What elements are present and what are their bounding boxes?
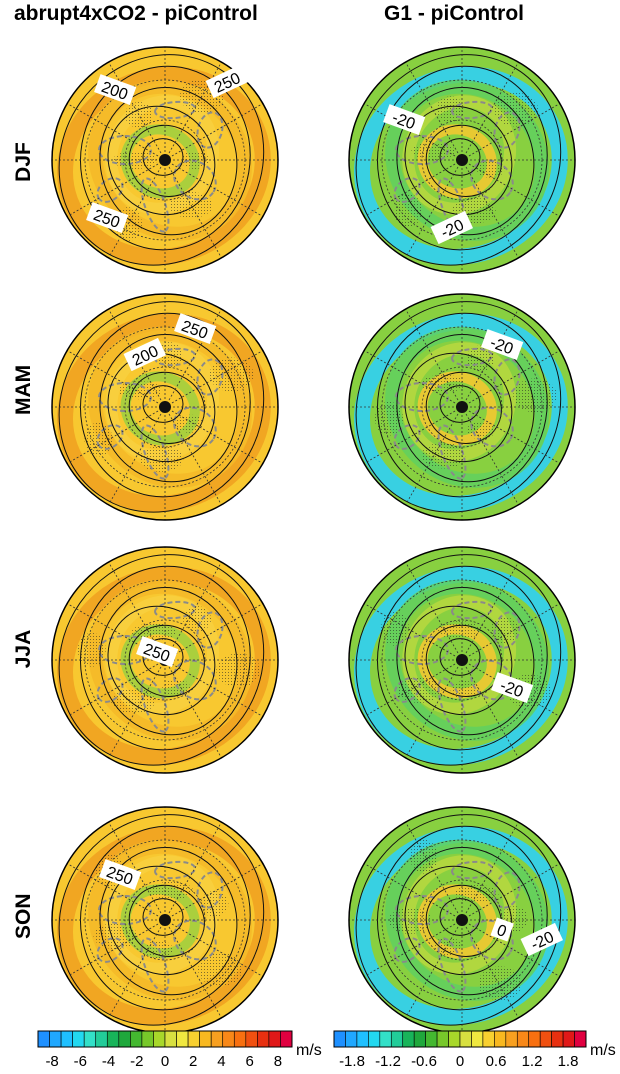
colorbar-left: -8 -6 -4 -2 0 2 4 6 8 xyxy=(37,1030,293,1070)
polar-map-son-g1: 0 -20 xyxy=(348,806,576,1034)
polar-map-son-abrupt4xco2: 250 xyxy=(51,806,279,1034)
contour-label: -20 xyxy=(491,672,534,703)
polar-map-mam-g1: -20 xyxy=(348,293,576,521)
colorbar-right-unit: m/s xyxy=(590,1042,616,1059)
colorbar-tick-label: 2 xyxy=(189,1053,197,1070)
colorbar-tick-label: -0.6 xyxy=(411,1053,437,1070)
column-title-abrupt4xco2: abrupt4xCO2 - piControl xyxy=(14,2,258,25)
colorbar-tick-label: 1.2 xyxy=(522,1053,543,1070)
polar-map-djf-g1: -20-20 xyxy=(348,46,576,274)
svg-text:-20: -20 xyxy=(390,109,418,133)
colorbar-tick-label: -4 xyxy=(102,1053,115,1070)
colorbar-tick-label: 0.6 xyxy=(486,1053,507,1070)
colorbar-tick-label: 1.8 xyxy=(558,1053,579,1070)
colorbar-tick-label: -1.2 xyxy=(375,1053,401,1070)
colorbar-right: -1.8 -1.2 -0.6 0 0.6 1.2 1.8 xyxy=(333,1030,587,1070)
colorbar-tick-label: 8 xyxy=(274,1053,282,1070)
colorbar-tick-label: 6 xyxy=(245,1053,253,1070)
colorbar-left-unit: m/s xyxy=(296,1042,322,1059)
column-title-g1: G1 - piControl xyxy=(384,2,524,25)
polar-map-jja-abrupt4xco2: 250 xyxy=(51,546,279,774)
svg-text:-20: -20 xyxy=(498,677,526,701)
contour-label: 200 xyxy=(94,74,137,105)
polar-map-jja-g1: -20 xyxy=(348,546,576,774)
colorbar-tick-label: -2 xyxy=(130,1053,143,1070)
colorbar-tick-label: 0 xyxy=(456,1053,464,1070)
svg-text:-20: -20 xyxy=(488,334,516,358)
colorbar-tick-label: -8 xyxy=(45,1053,58,1070)
colorbar-tick-label: -6 xyxy=(74,1053,87,1070)
colorbar-tick-label: 4 xyxy=(217,1053,225,1070)
colorbar-tick-label: 0 xyxy=(161,1053,169,1070)
contour-label: 0 xyxy=(490,917,514,942)
colorbar-tick-label: -1.8 xyxy=(339,1053,365,1070)
contour-label: -20 xyxy=(481,329,524,360)
contour-label: 250 xyxy=(136,636,179,667)
contour-label: -20 xyxy=(383,104,426,135)
